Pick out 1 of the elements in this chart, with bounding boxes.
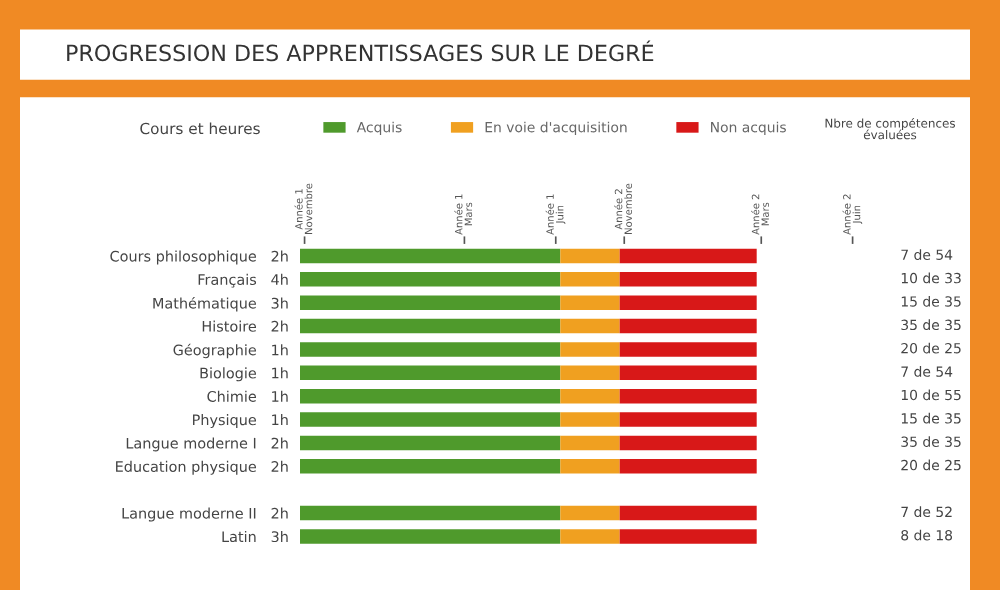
chart-title: PROGRESSION DES APPRENTISSAGES SUR LE DEGRÉ: [67, 40, 654, 62]
